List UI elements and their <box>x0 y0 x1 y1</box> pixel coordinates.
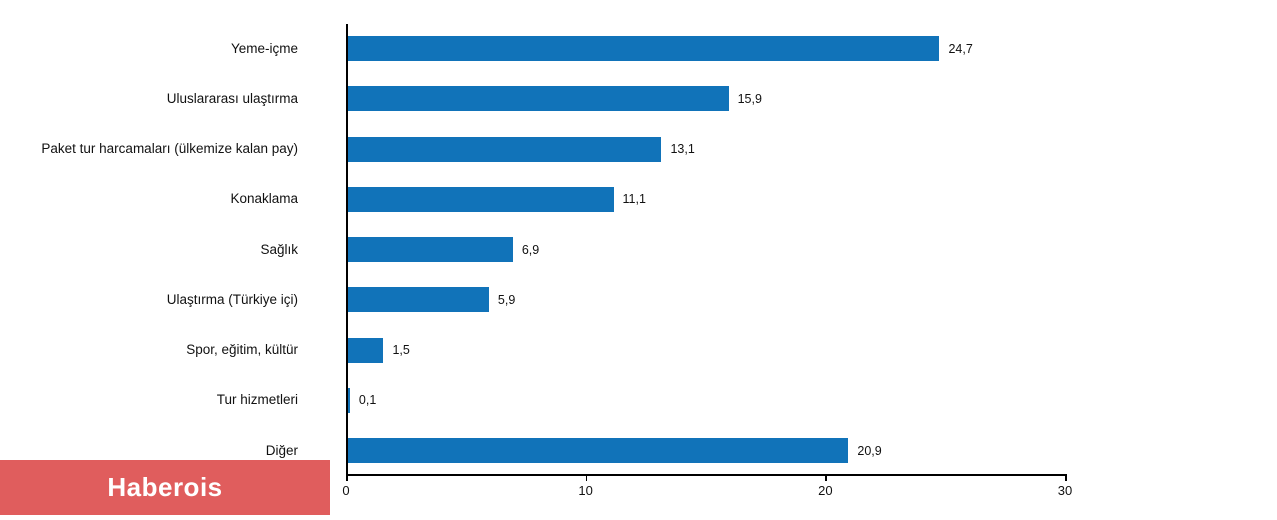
value-label: 6,9 <box>521 242 540 257</box>
bar <box>347 136 662 162</box>
bar <box>347 438 849 463</box>
x-tick-mark <box>1065 475 1067 481</box>
category-label: Paket tur harcamaları (ülkemize kalan pa… <box>41 141 298 156</box>
category-label: Uluslararası ulaştırma <box>166 90 298 106</box>
y-axis-line <box>346 24 348 474</box>
x-axis-line <box>346 474 1067 476</box>
value-label: 5,9 <box>497 292 516 307</box>
value-label: 13,1 <box>670 142 695 156</box>
bar <box>347 36 940 61</box>
bar <box>347 186 614 212</box>
bar <box>347 237 513 262</box>
category-label: Spor, eğitim, kültür <box>186 342 298 357</box>
value-label: 20,9 <box>857 443 882 458</box>
x-tick-label: 30 <box>1057 483 1073 498</box>
x-tick-label: 0 <box>342 483 350 498</box>
category-label: Konaklama <box>230 191 298 207</box>
value-label: 15,9 <box>737 91 762 106</box>
x-tick-label: 20 <box>818 483 833 498</box>
value-label: 1,5 <box>392 343 410 357</box>
brand-label: Haberois <box>107 472 223 502</box>
category-label: Diğer <box>265 442 298 458</box>
x-tick-mark <box>346 475 348 481</box>
value-label: 24,7 <box>948 41 973 56</box>
brand-badge: Haberois <box>0 460 330 515</box>
category-label: Tur hizmetleri <box>216 392 298 408</box>
value-label: 11,1 <box>622 192 646 207</box>
bar <box>347 86 729 112</box>
x-tick-label: 10 <box>578 483 593 498</box>
bar <box>347 287 489 313</box>
category-label: Ulaştırma (Türkiye içi) <box>166 291 298 307</box>
bar <box>347 387 350 413</box>
bar <box>347 337 384 363</box>
value-label: 0,1 <box>358 393 377 408</box>
x-tick-mark <box>825 475 827 481</box>
category-label: Sağlık <box>260 241 298 257</box>
x-tick-mark <box>585 475 588 481</box>
category-label: Yeme-içme <box>230 40 298 56</box>
